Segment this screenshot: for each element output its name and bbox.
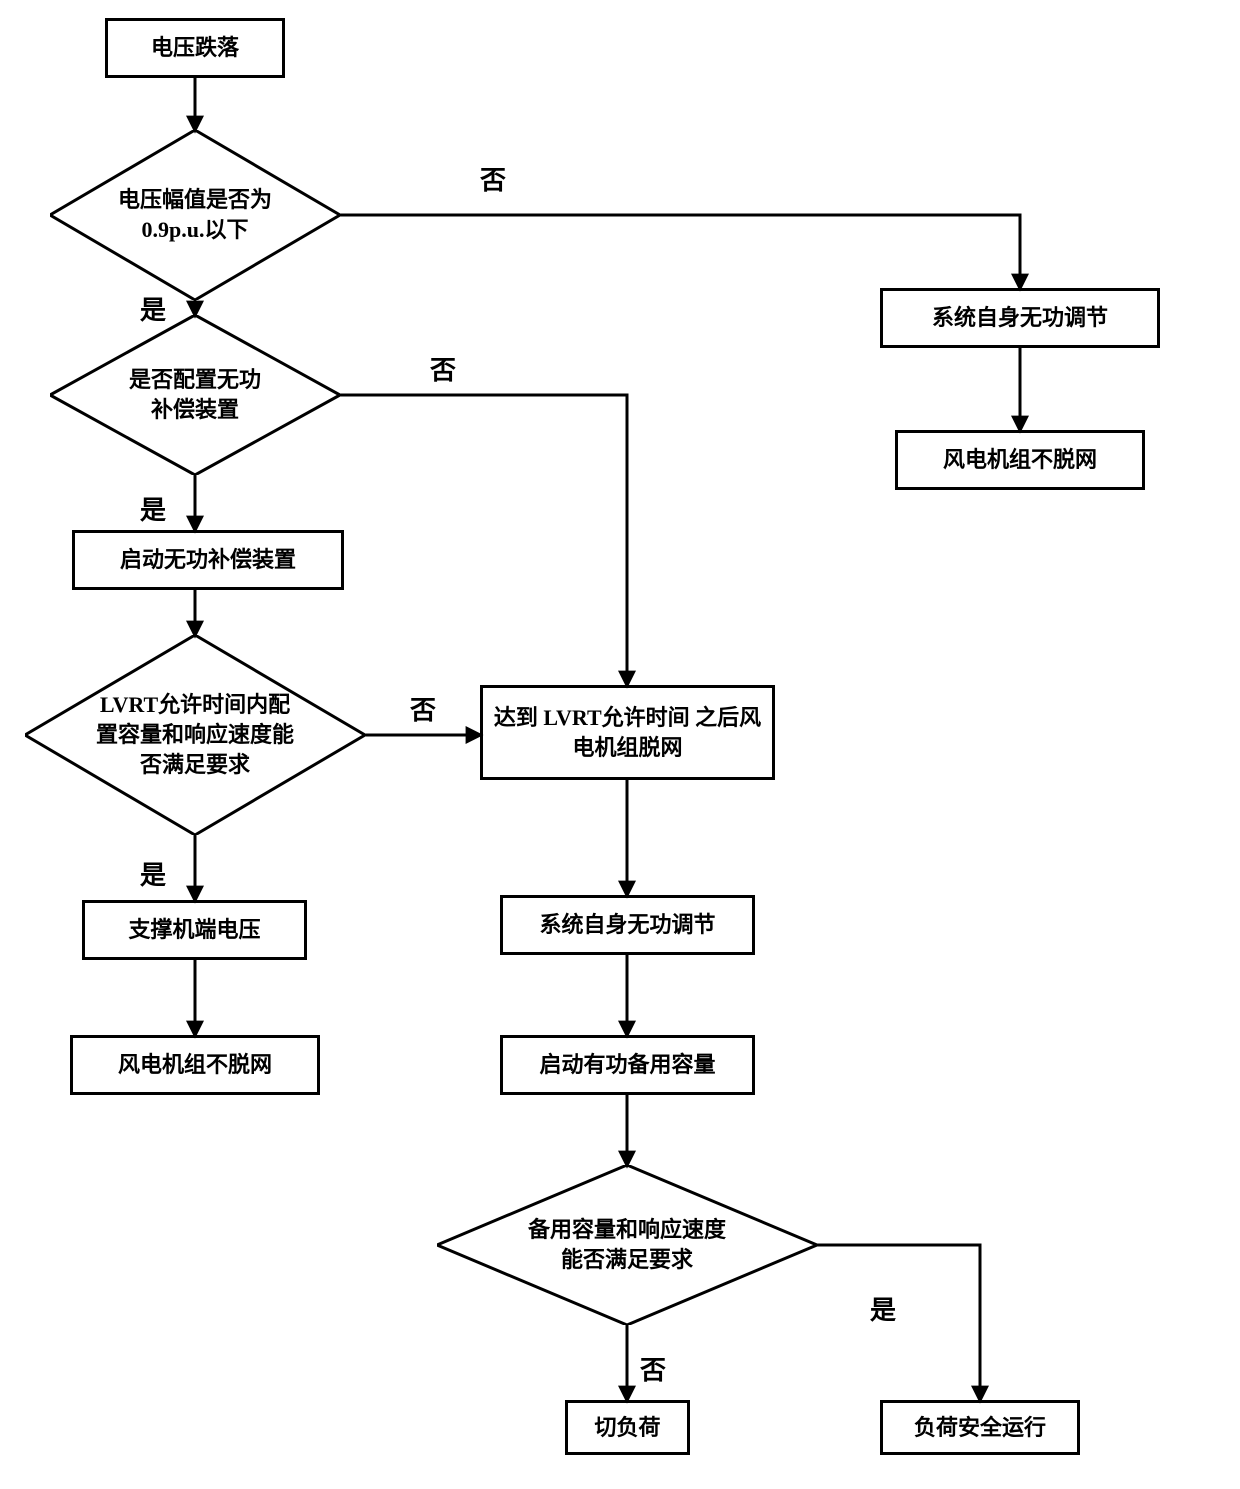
flow-decision-d_lvrt_cap: LVRT允许时间内配 置容量和响应速度能 否满足要求 — [25, 635, 365, 835]
edge-label-yes: 是 — [140, 855, 166, 892]
flow-node-n_support_v: 支撑机端电压 — [82, 900, 307, 960]
edge-label-yes: 是 — [140, 290, 166, 327]
edge-label-yes: 是 — [140, 490, 166, 527]
edge-label-yes: 是 — [870, 1290, 896, 1327]
flow-decision-d_voltage: 电压幅值是否为 0.9p.u.以下 — [50, 130, 340, 300]
flow-decision-d_res_cap: 备用容量和响应速度 能否满足要求 — [437, 1165, 817, 1325]
flow-node-n_start_comp: 启动无功补偿装置 — [72, 530, 344, 590]
edge-label-no: 否 — [430, 350, 456, 387]
edge-label-no: 否 — [410, 690, 436, 727]
flow-node-n_after_lvrt: 达到 LVRT允许时间 之后风电机组脱网 — [480, 685, 775, 780]
flow-node-n_cut_load: 切负荷 — [565, 1400, 690, 1455]
flow-node-n_start_res: 启动有功备用容量 — [500, 1035, 755, 1095]
edge-label-no: 否 — [480, 160, 506, 197]
edge-d_res_cap-n_safe_load — [817, 1245, 980, 1400]
edge-d_has_comp-n_after_lvrt — [340, 395, 627, 685]
flow-node-n_no_trip_l: 风电机组不脱网 — [70, 1035, 320, 1095]
flow-node-n_sys_adj_r: 系统自身无功调节 — [880, 288, 1160, 348]
edge-label-no: 否 — [640, 1350, 666, 1387]
flow-node-n_no_trip_r: 风电机组不脱网 — [895, 430, 1145, 490]
flow-decision-d_has_comp: 是否配置无功 补偿装置 — [50, 315, 340, 475]
flow-node-n_safe_load: 负荷安全运行 — [880, 1400, 1080, 1455]
flow-node-n_start: 电压跌落 — [105, 18, 285, 78]
flow-node-n_sys_adj_m: 系统自身无功调节 — [500, 895, 755, 955]
edge-d_voltage-n_sys_adj_r — [340, 215, 1020, 288]
